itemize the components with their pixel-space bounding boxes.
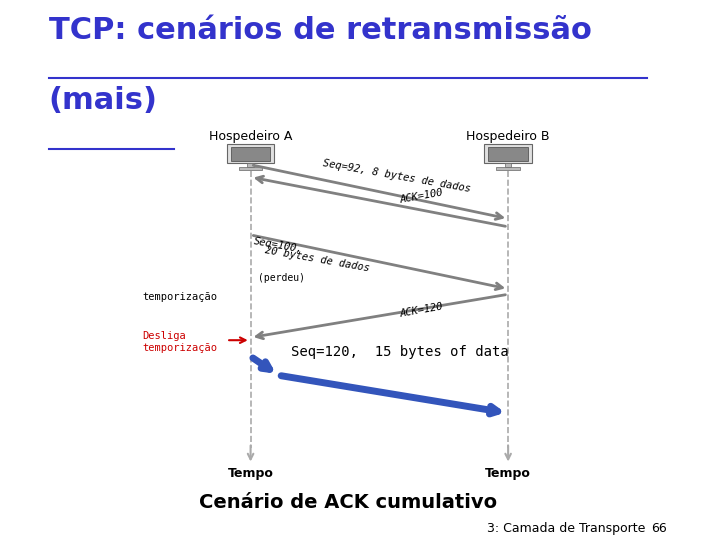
Text: Seq=120,  15 bytes of data: Seq=120, 15 bytes of data [292,345,509,359]
Text: Desliga
temporização: Desliga temporização [143,331,217,353]
Text: (perdeu): (perdeu) [258,273,305,283]
Text: Seq=92, 8 bytes de dados: Seq=92, 8 bytes de dados [322,159,472,194]
Bar [227,144,274,163]
Bar [485,144,532,163]
Text: (mais): (mais) [49,86,158,116]
Text: temporização: temporização [143,292,217,302]
Text: Hospedeiro B: Hospedeiro B [467,130,550,143]
Text: Hospedeiro A: Hospedeiro A [209,130,292,143]
Text: Tempo: Tempo [485,467,531,480]
Bar [248,163,253,167]
Text: TCP: cenários de retransmissão: TCP: cenários de retransmissão [49,16,592,45]
Text: 66: 66 [651,522,667,535]
Bar [496,167,520,170]
Text: 3: Camada de Transporte: 3: Camada de Transporte [487,522,646,535]
Text: 20 bytes de dados: 20 bytes de dados [264,245,370,273]
Text: Seq=100,: Seq=100, [253,237,304,255]
Bar [230,147,271,161]
Bar [239,167,263,170]
Bar [505,163,511,167]
Bar [488,147,528,161]
Text: Tempo: Tempo [228,467,274,480]
Text: ACK=100: ACK=100 [399,188,444,205]
Text: Cenário de ACK cumulativo: Cenário de ACK cumulativo [199,492,497,512]
Text: ACK=120: ACK=120 [399,302,444,319]
